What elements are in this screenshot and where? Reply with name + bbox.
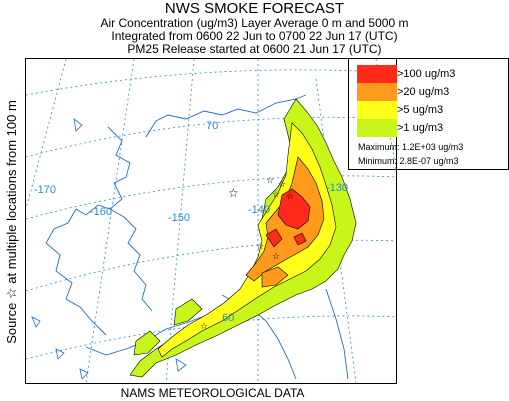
lon-label: -150 bbox=[168, 212, 190, 224]
concentration-description: Air Concentration (ug/m3) Layer Average … bbox=[100, 16, 409, 30]
lon-label: -170 bbox=[34, 184, 56, 196]
source-star-icon: ☆ bbox=[286, 191, 294, 201]
lon-label: -140 bbox=[248, 204, 270, 216]
source-side-label: Source ☆ at multiple locations from 100 … bbox=[4, 100, 19, 344]
legend-label-1: >1 ug/m3 bbox=[397, 122, 444, 134]
islands bbox=[31, 118, 187, 380]
integration-period: Integrated from 0600 22 Jun to 0700 22 J… bbox=[111, 29, 398, 43]
source-star-icon: ☆ bbox=[256, 241, 264, 251]
source-star-icon: ☆ bbox=[200, 321, 208, 331]
forecast-title: NWS SMOKE FORECAST bbox=[164, 0, 345, 17]
source-star-icon: ☆ bbox=[278, 179, 286, 189]
lat-label: 70 bbox=[206, 120, 218, 132]
lat-label: 60 bbox=[222, 312, 234, 324]
legend-label-100: >100 ug/m3 bbox=[397, 68, 456, 80]
legend-label-20: >20 ug/m3 bbox=[397, 86, 450, 98]
legend-minimum: Minimum: 2.8E-07 ug/m3 bbox=[358, 156, 459, 166]
source-star-icon: ☆ bbox=[272, 189, 280, 199]
legend-swatch-100 bbox=[357, 65, 397, 83]
legend-swatch-20 bbox=[357, 83, 397, 101]
smoke-concentration bbox=[129, 98, 357, 378]
meteorological-data-label: NAMS METEOROLOGICAL DATA bbox=[120, 386, 305, 400]
lon-label: -160 bbox=[90, 206, 112, 218]
lon-label: -130 bbox=[326, 182, 348, 194]
smoke-map: -170 -160 -150 -140 -130 70 60 ☆ ☆ ☆ ☆ ☆… bbox=[25, 58, 397, 384]
legend-label-5: >5 ug/m3 bbox=[397, 104, 444, 116]
release-start: PM25 Release started at 0600 21 Jun 17 (… bbox=[127, 42, 382, 56]
legend-swatch-5 bbox=[357, 101, 397, 119]
source-star-icon: ☆ bbox=[266, 175, 274, 185]
source-star-icon: ☆ bbox=[272, 251, 280, 261]
source-star-icon: ☆ bbox=[228, 186, 239, 200]
legend-swatch-1 bbox=[357, 119, 397, 137]
legend-maximum: Maximum: 1.2E+03 ug/m3 bbox=[358, 142, 464, 152]
concentration-legend: >100 ug/m3 >20 ug/m3 >5 ug/m3 >1 ug/m3 M… bbox=[348, 58, 509, 170]
